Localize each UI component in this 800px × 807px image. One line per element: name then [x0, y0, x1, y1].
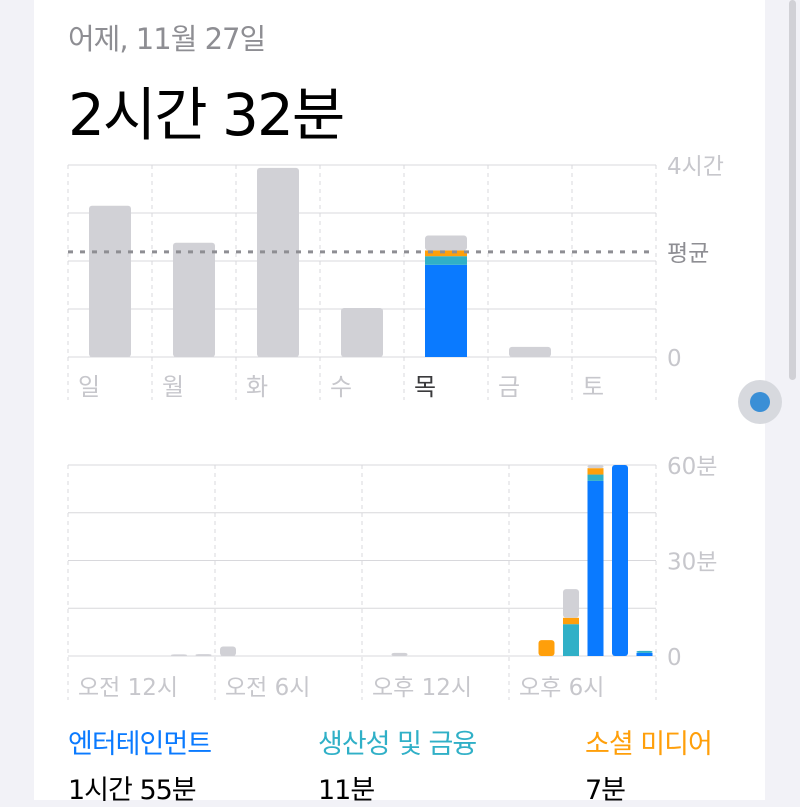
- week-bar-1-seg-3: [173, 242, 215, 357]
- week-bar-4-seg-1: [425, 256, 467, 265]
- scrollbar[interactable]: [789, 0, 796, 380]
- week-day-label: 일: [78, 373, 100, 401]
- usage-charts[interactable]: 일 월 화 수 목 금 토 평균 4시간 0 오전 12시 오전 6시 오후 12시 오후 6시 60분 30…: [0, 0, 800, 720]
- hour-ytick: 0: [667, 645, 682, 671]
- week-day-label: 월: [162, 373, 184, 401]
- hour-xtick: 오전 6시: [225, 675, 310, 701]
- hour-bar-5-seg-3: [195, 654, 212, 656]
- hour-bar-23-seg-0: [636, 652, 653, 656]
- hour-ytick: 30분: [667, 550, 717, 576]
- week-bar-5-seg-3: [509, 346, 551, 357]
- week-day-label: 목: [414, 373, 436, 401]
- hour-bar-13-seg-3: [391, 652, 408, 656]
- total-screen-time: 2시간 32분: [68, 81, 345, 149]
- average-label: 평균: [667, 241, 709, 267]
- legend-entertainment-value: 1시간 55분: [68, 775, 197, 806]
- screen-time-card: [34, 0, 765, 800]
- hour-ytick: 60분: [667, 454, 717, 480]
- legend-social-value: 7분: [585, 775, 626, 806]
- hour-xtick: 오후 6시: [519, 675, 604, 701]
- legend-social[interactable]: 소셜 미디어: [585, 729, 713, 760]
- week-bar-4-seg-0: [425, 264, 467, 357]
- hour-bar-20-seg-3: [563, 589, 579, 618]
- hour-bar-21-seg-0: [587, 480, 604, 656]
- hour-bar-20-seg-1: [563, 624, 579, 656]
- hour-bar-6-seg-3: [220, 646, 236, 656]
- date-label: 어제, 11월 27일: [68, 22, 266, 56]
- week-bar-4-seg-2: [425, 250, 467, 257]
- assistive-touch-button[interactable]: [738, 380, 782, 424]
- week-bar-0-seg-3: [89, 205, 131, 357]
- week-bar-2-seg-3: [257, 167, 299, 357]
- hour-bar-23-seg-1: [636, 650, 653, 653]
- week-day-label: 금: [498, 373, 520, 401]
- week-day-label: 화: [246, 373, 268, 401]
- hour-bar-19-seg-2: [538, 640, 555, 656]
- legend-productivity-value: 11분: [318, 775, 375, 806]
- hour-bar-21-seg-3: [587, 465, 604, 469]
- legend-productivity[interactable]: 생산성 및 금융: [318, 729, 477, 760]
- week-day-label: 토: [582, 373, 604, 401]
- hour-bar-20-seg-2: [563, 617, 579, 625]
- hour-xtick: 오전 12시: [78, 675, 178, 701]
- hour-xtick: 오후 12시: [372, 675, 472, 701]
- hour-bar-21-seg-1: [587, 474, 604, 481]
- week-ytick-max: 4시간: [667, 154, 724, 180]
- hour-bar-21-seg-2: [587, 468, 604, 475]
- week-bar-4-seg-3: [425, 235, 467, 251]
- hour-bar-4-seg-3: [171, 654, 187, 656]
- hour-bar-22-seg-0: [612, 465, 628, 656]
- week-ytick-zero: 0: [667, 346, 682, 372]
- week-day-label: 수: [330, 373, 352, 401]
- legend-entertainment[interactable]: 엔터테인먼트: [68, 729, 212, 760]
- week-bar-3-seg-3: [341, 308, 383, 357]
